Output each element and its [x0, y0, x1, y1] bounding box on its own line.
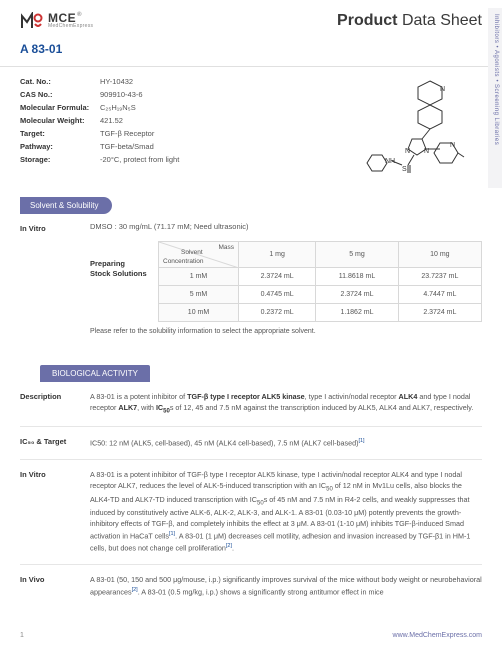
table-cell: 4.7447 mL — [398, 286, 481, 304]
info-label: Storage: — [20, 155, 100, 164]
in-vitro-label: In Vitro — [20, 222, 80, 335]
stock-solution-table: Mass Solvent Concentration 1 mg 5 mg 10 … — [158, 241, 482, 322]
info-label: Pathway: — [20, 142, 100, 151]
table-header: 1 mg — [239, 242, 316, 268]
info-label: Molecular Formula: — [20, 103, 100, 112]
solubility-note: Please refer to the solubility informati… — [90, 328, 482, 335]
table-cell: 11.8618 mL — [316, 268, 398, 286]
svg-text:N: N — [450, 142, 455, 149]
table-row-header: 10 mM — [159, 304, 239, 322]
bio-row-text: A 83-01 is a potent inhibitor of TGF-β t… — [90, 392, 482, 416]
table-cell: 2.3724 mL — [239, 268, 316, 286]
table-cell: 23.7237 mL — [398, 268, 481, 286]
svg-text:N: N — [405, 148, 410, 155]
table-cell: 2.3724 mL — [316, 286, 398, 304]
preparing-stock-label: PreparingStock Solutions — [90, 241, 150, 322]
bio-row-text: IC50: 12 nM (ALK5, cell-based), 45 nM (A… — [90, 437, 482, 449]
bio-row-label: In Vivo — [20, 575, 80, 598]
info-value: 421.52 — [100, 116, 123, 125]
info-label: Molecular Weight: — [20, 116, 100, 125]
logo-icon — [20, 12, 44, 30]
table-cell: 0.2372 mL — [239, 304, 316, 322]
footer-url: www.MedChemExpress.com — [393, 632, 482, 639]
info-label: Cat. No.: — [20, 77, 100, 86]
table-row-header: 1 mM — [159, 268, 239, 286]
table-cell: 1.1862 mL — [316, 304, 398, 322]
table-row-header: 5 mM — [159, 286, 239, 304]
page-title: Product Data Sheet — [337, 12, 482, 30]
svg-text:S: S — [402, 166, 407, 173]
table-diagonal-header: Mass Solvent Concentration — [159, 242, 239, 268]
logo: MCE® MedChemExpress — [20, 12, 93, 30]
info-value: C₂₅H₁₉N₅S — [100, 103, 136, 112]
solvent-section-header: Solvent & Solubility — [20, 197, 112, 214]
table-header: 10 mg — [398, 242, 481, 268]
dmso-solubility: DMSO : 30 mg/mL (71.17 mM; Need ultrason… — [90, 222, 482, 231]
svg-text:N: N — [440, 86, 445, 93]
page-number: 1 — [20, 632, 24, 639]
table-header: 5 mg — [316, 242, 398, 268]
bio-row-label: In Vitro — [20, 470, 80, 554]
product-info-table: Cat. No.:HY-10432 CAS No.:909910-43-6 Mo… — [20, 77, 179, 183]
chemical-structure: N N N N S NH — [352, 73, 472, 183]
info-label: CAS No.: — [20, 90, 100, 99]
info-value: HY-10432 — [100, 77, 133, 86]
product-name: A 83-01 — [0, 36, 502, 67]
bio-row-label: IC₅₀ & Target — [20, 437, 80, 449]
bio-row-text: A 83-01 is a potent inhibitor of TGF-β t… — [90, 470, 482, 554]
info-value: 909910-43-6 — [100, 90, 143, 99]
info-value: -20°C, protect from light — [100, 155, 179, 164]
info-value: TGF-β Receptor — [100, 129, 154, 138]
side-categories-tab: Inhibitors • Agonists • Screening Librar… — [488, 8, 502, 188]
bio-row-text: A 83-01 (50, 150 and 500 μg/mouse, i.p.)… — [90, 575, 482, 598]
info-label: Target: — [20, 129, 100, 138]
info-value: TGF-beta/Smad — [100, 142, 154, 151]
bio-row-label: Description — [20, 392, 80, 416]
table-cell: 2.3724 mL — [398, 304, 481, 322]
table-cell: 0.4745 mL — [239, 286, 316, 304]
biological-activity-header: BIOLOGICAL ACTIVITY — [40, 365, 150, 382]
logo-sub-text: MedChemExpress — [48, 24, 93, 29]
